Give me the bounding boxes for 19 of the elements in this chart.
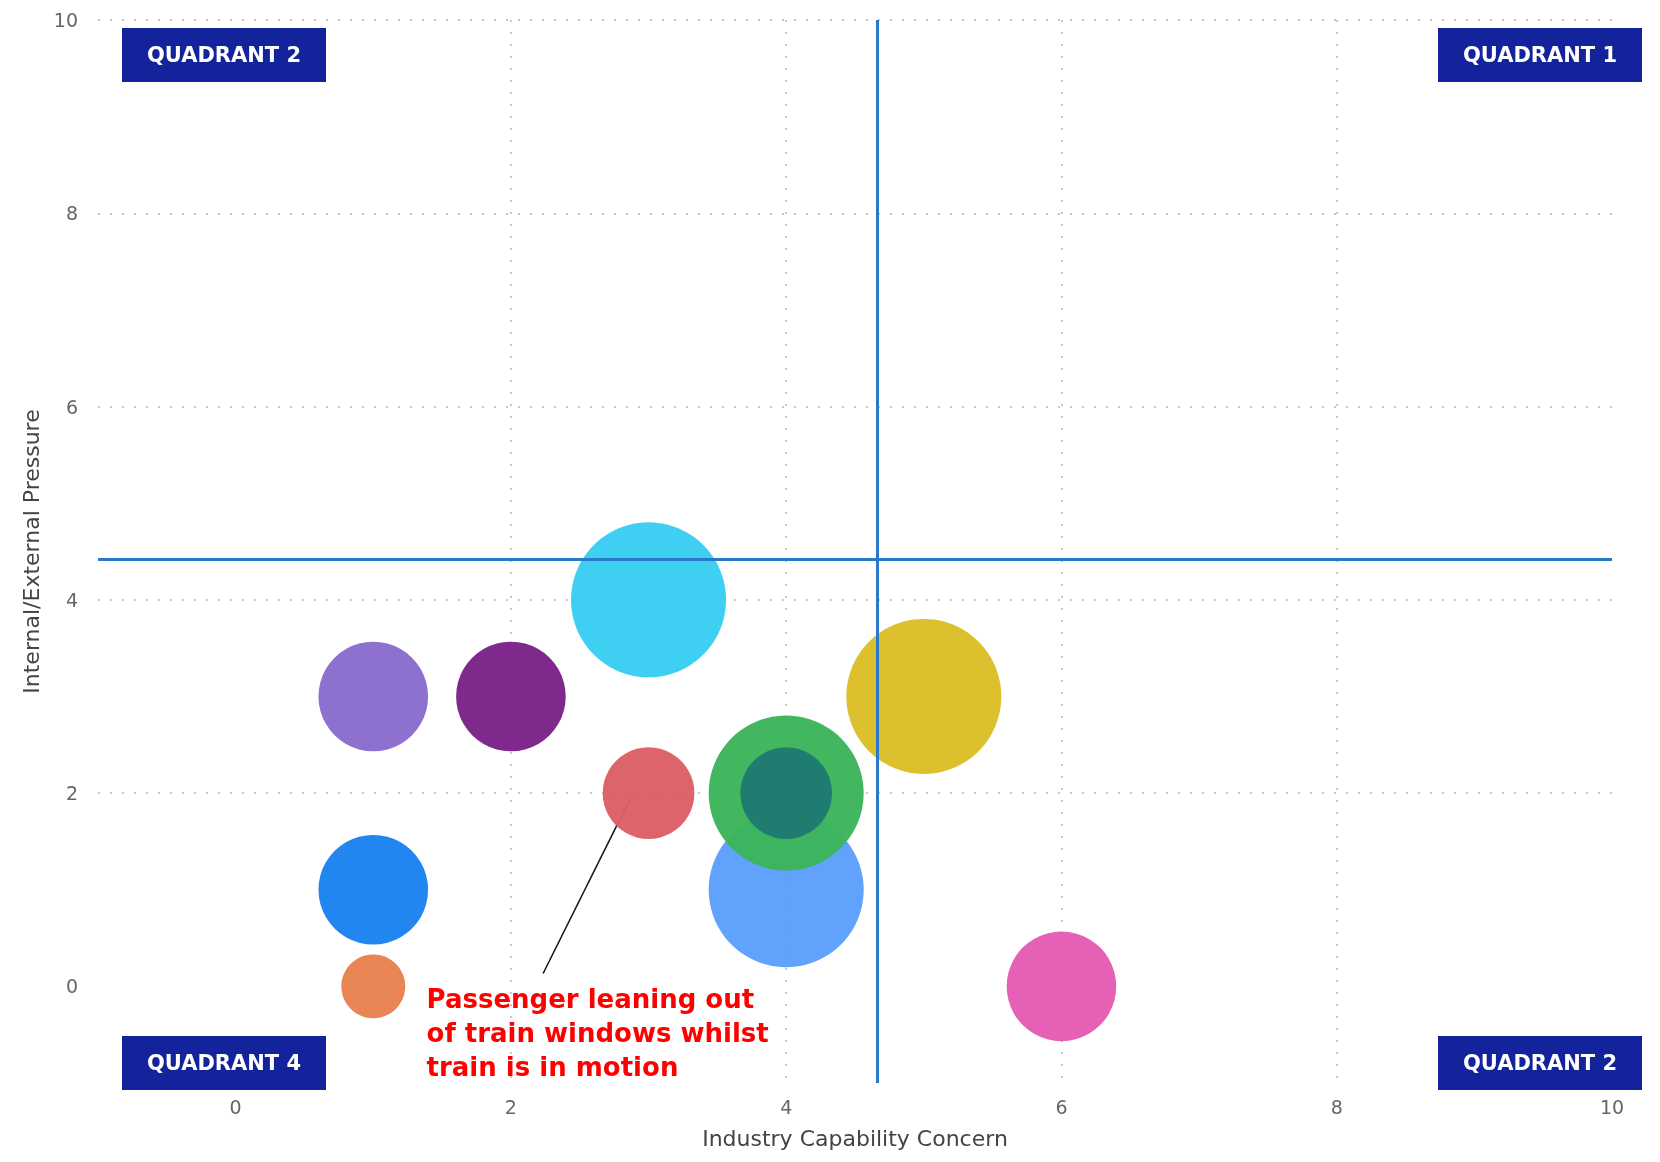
y-tick-label: 2: [65, 782, 78, 805]
annotation: QUADRANT 1: [1462, 43, 1618, 67]
annotation: Passenger leaning out of train windows whilst train is in motion: [426, 984, 769, 1083]
x-tick-label: 4: [780, 1095, 793, 1118]
x-tick-label: 0: [229, 1095, 242, 1118]
annotation: QUADRANT 4: [146, 1051, 302, 1075]
y-tick-label: 8: [65, 202, 78, 225]
x-tick-label: 10: [1599, 1095, 1625, 1118]
x-tick-label: 2: [504, 1095, 517, 1118]
y-tick-label: 6: [65, 395, 78, 418]
annotation: QUADRANT 2: [146, 43, 302, 67]
y-tick-label: 4: [65, 588, 78, 611]
annotation: QUADRANT 2: [1462, 1051, 1618, 1075]
x-tick-label: 6: [1055, 1095, 1068, 1118]
x-tick-label: 8: [1330, 1095, 1343, 1118]
y-tick-label: 10: [53, 9, 78, 31]
x-axis-title: Industry Capability Concern: [702, 1125, 1008, 1151]
y-axis-title: Internal/External Pressure: [19, 409, 45, 694]
y-tick-label: 0: [65, 975, 78, 998]
